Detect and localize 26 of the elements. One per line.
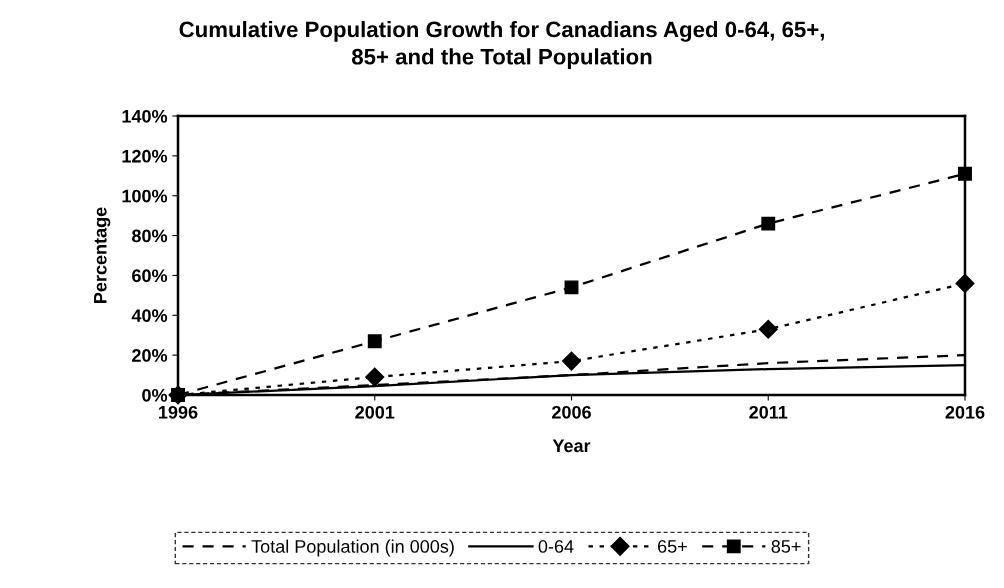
- point: [761, 216, 776, 231]
- point: [367, 334, 382, 349]
- x-tick-label: 1996: [159, 405, 198, 419]
- x-tick-label: 2011: [749, 405, 788, 419]
- legend-label: 65+: [658, 540, 687, 553]
- y-tick-label: 120%: [122, 149, 168, 163]
- x-axis-title: Year: [552, 439, 591, 453]
- legend-label: 0-64: [538, 540, 574, 553]
- legend-label: 85+: [771, 540, 801, 553]
- x-tick-label: 2006: [552, 405, 591, 419]
- y-tick-label: 0%: [142, 388, 168, 402]
- y-tick-label: 80%: [132, 229, 168, 243]
- point: [758, 319, 778, 339]
- point: [564, 280, 579, 295]
- y-tick-label: 60%: [132, 269, 168, 283]
- y-tick-label: 100%: [122, 189, 168, 203]
- legend-label: Total Population (in 000s): [251, 539, 454, 557]
- x-tick-label: 2001: [355, 405, 395, 419]
- y-tick-label: 140%: [122, 109, 168, 123]
- y-tick-label: 40%: [131, 309, 168, 323]
- point: [365, 367, 385, 387]
- point: [561, 351, 582, 371]
- y-axis-title: Percentage: [94, 207, 111, 303]
- chart-title: Cumulative Population Growth for Canadians Aged 0-64, 65+, 85+ and the Total Population: [179, 21, 824, 69]
- x-tick-label: 2016: [945, 405, 985, 419]
- y-tick-label: 20%: [132, 349, 168, 362]
